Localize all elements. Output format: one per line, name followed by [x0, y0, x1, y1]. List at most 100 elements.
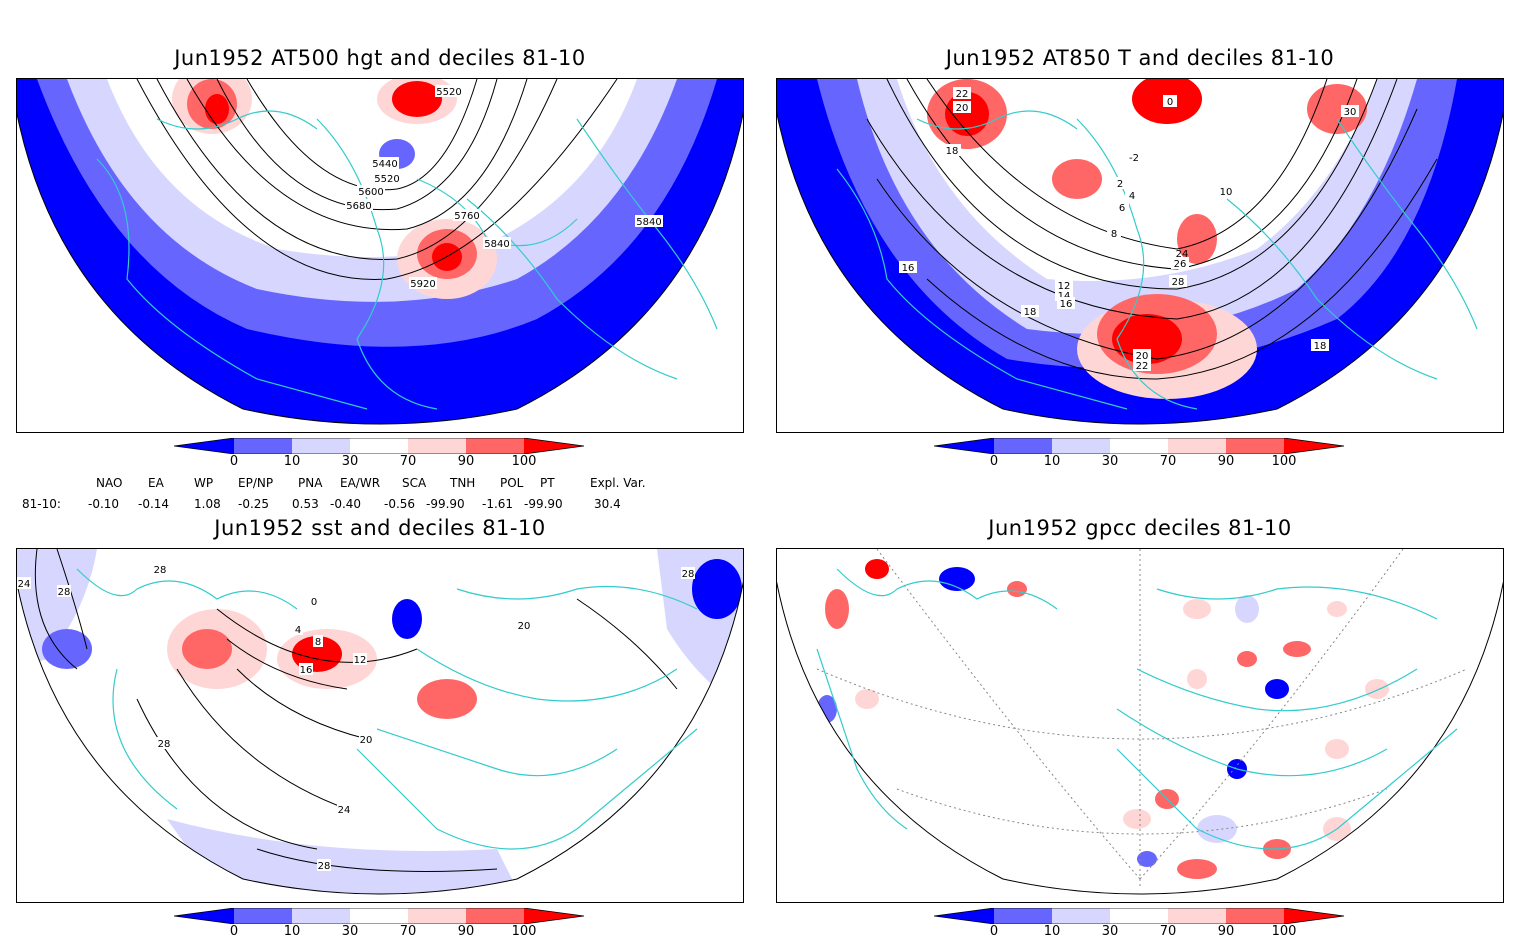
colorbar-label: 90	[1217, 924, 1235, 939]
index-name: WP	[194, 476, 214, 490]
colorbar-top-right: 0 10 30 70 90 100	[934, 438, 1354, 480]
svg-text:5840: 5840	[484, 239, 509, 250]
colorbar-label: 30	[1101, 454, 1119, 469]
colorbar-label: 10	[283, 924, 301, 939]
index-value: 0.53	[292, 497, 319, 511]
colorbar-label: 0	[989, 454, 999, 469]
svg-text:4: 4	[295, 625, 301, 636]
svg-text:14: 14	[1058, 291, 1071, 302]
svg-text:24: 24	[1176, 249, 1189, 260]
contour-labels-hgt500: 5520 5440 5520 5600 5680 5760 5840 5920 …	[345, 85, 663, 290]
index-value: -0.56	[384, 497, 416, 511]
index-row-label: 81-10:	[22, 497, 61, 511]
svg-text:16: 16	[300, 665, 313, 676]
svg-text:-2: -2	[1129, 153, 1139, 164]
index-value: -0.10	[88, 497, 120, 511]
colorbar-label: 10	[283, 454, 301, 469]
map-sst: 24 28 28 0 4 8 12 16 20 24 28 20 28 28	[17, 549, 743, 895]
colorbar-label: 100	[511, 454, 537, 469]
map-hgt500: 5520 5440 5520 5600 5680 5760 5840 5920 …	[17, 79, 743, 425]
svg-text:5760: 5760	[454, 211, 479, 222]
svg-text:4: 4	[1129, 191, 1135, 202]
svg-text:10: 10	[1220, 187, 1233, 198]
svg-text:26: 26	[1174, 259, 1187, 270]
svg-text:28: 28	[154, 565, 167, 576]
panel-title-gpcc: Jun1952 gpcc deciles 81-10	[988, 516, 1292, 540]
colorbar-bottom-left: 0 10 30 70 90 100	[174, 908, 594, 940]
map-panel-sst: 24 28 28 0 4 8 12 16 20 24 28 20 28 28	[16, 548, 744, 903]
svg-text:5920: 5920	[410, 279, 435, 290]
svg-text:20: 20	[518, 621, 531, 632]
panel-title-sst: Jun1952 sst and deciles 81-10	[214, 516, 546, 540]
svg-text:18: 18	[1024, 307, 1037, 318]
colorbar-top-left: 0 10 30 70 90 100	[174, 438, 594, 480]
svg-text:20: 20	[1136, 351, 1149, 362]
svg-text:0: 0	[1167, 97, 1173, 108]
index-name: NAO	[96, 476, 123, 490]
contour-labels-sst: 24 28 28 0 4 8 12 16 20 24 28 20 28 28	[17, 563, 695, 872]
svg-text:12: 12	[354, 655, 367, 666]
svg-text:24: 24	[18, 579, 31, 590]
svg-text:28: 28	[1172, 277, 1185, 288]
colorbar-label: 90	[457, 924, 475, 939]
svg-text:28: 28	[158, 739, 171, 750]
svg-text:12: 12	[1058, 281, 1071, 292]
svg-text:5520: 5520	[374, 174, 399, 185]
svg-text:5520: 5520	[436, 87, 461, 98]
svg-text:18: 18	[1314, 341, 1327, 352]
svg-text:5440: 5440	[372, 159, 397, 170]
map-panel-hgt500: 5520 5440 5520 5600 5680 5760 5840 5920 …	[16, 78, 744, 433]
svg-text:0: 0	[311, 597, 317, 608]
index-name: TNH	[450, 476, 476, 490]
index-value: -99.90	[426, 497, 465, 511]
svg-text:18: 18	[946, 146, 959, 157]
colorbar-label: 70	[1159, 454, 1177, 469]
svg-text:30: 30	[1344, 107, 1357, 118]
index-name: Expl. Var.	[590, 476, 646, 490]
svg-text:28: 28	[318, 861, 331, 872]
colorbar-label: 100	[1271, 454, 1297, 469]
svg-text:6: 6	[1119, 203, 1125, 214]
colorbar-label: 0	[989, 924, 999, 939]
colorbar-label: 100	[1271, 924, 1297, 939]
colorbar-label: 90	[1217, 454, 1235, 469]
map-panel-t850: 22 20 18 0 -2 2 4 6 8 10 12 14 16 18 20 …	[776, 78, 1504, 433]
panel-title-t850: Jun1952 AT850 T and deciles 81-10	[945, 46, 1335, 70]
index-name: EA	[148, 476, 164, 490]
index-name: EA/WR	[340, 476, 381, 490]
colorbar-label: 70	[399, 454, 417, 469]
contour-labels-t850: 22 20 18 0 -2 2 4 6 8 10 12 14 16 18 20 …	[899, 87, 1359, 372]
index-name: PT	[540, 476, 555, 490]
index-value: 30.4	[594, 497, 621, 511]
panel-title-hgt500: Jun1952 AT500 hgt and deciles 81-10	[174, 46, 586, 70]
svg-text:28: 28	[682, 569, 695, 580]
svg-text:28: 28	[58, 587, 71, 598]
index-value: -0.40	[330, 497, 362, 511]
index-value: 1.08	[194, 497, 221, 511]
colorbar-label: 10	[1043, 924, 1061, 939]
colorbar-bottom-right: 0 10 30 70 90 100	[934, 908, 1354, 940]
colorbar-label: 30	[1101, 924, 1119, 939]
colorbar-label: 0	[229, 454, 239, 469]
svg-text:16: 16	[1060, 299, 1073, 310]
svg-text:8: 8	[1111, 229, 1117, 240]
svg-text:20: 20	[956, 103, 969, 114]
colorbar-label: 10	[1043, 454, 1061, 469]
index-value: -0.25	[238, 497, 270, 511]
index-name: PNA	[298, 476, 323, 490]
map-gpcc	[777, 549, 1503, 895]
colorbar-label: 0	[229, 924, 239, 939]
svg-text:5840: 5840	[636, 217, 661, 228]
colorbar-label: 100	[511, 924, 537, 939]
svg-text:22: 22	[956, 89, 969, 100]
svg-text:20: 20	[360, 735, 373, 746]
colorbar-label: 90	[457, 454, 475, 469]
svg-text:16: 16	[902, 263, 915, 274]
index-name: EP/NP	[238, 476, 274, 490]
map-panel-gpcc	[776, 548, 1504, 903]
svg-text:5680: 5680	[346, 201, 371, 212]
index-value: -99.90	[524, 497, 563, 511]
colorbar-label: 30	[341, 454, 359, 469]
svg-text:22: 22	[1136, 361, 1149, 372]
index-name: SCA	[402, 476, 427, 490]
